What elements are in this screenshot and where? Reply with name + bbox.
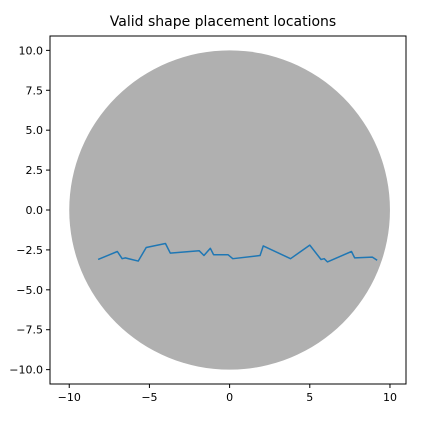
series-line-0: [97, 242, 378, 263]
chart-title: Valid shape placement locations: [110, 14, 336, 30]
axes: −10 −5 0 5 10 10.0 7.5 5.0 2.5 0.0 −2.5 −5.0 −7.5 −10…: [9, 35, 407, 404]
y-tick-label: 2.5: [26, 164, 44, 177]
x-tick-label: −5: [141, 391, 157, 404]
valid-region-circle: [69, 50, 390, 370]
y-tick-label: −5.0: [16, 284, 43, 297]
x-tick-label: 0: [226, 391, 233, 404]
y-tick-label: −10.0: [9, 364, 43, 377]
plot-area: [69, 50, 390, 370]
y-tick-label: −7.5: [16, 324, 43, 337]
x-tick-label: 10: [383, 391, 397, 404]
y-tick-label: 7.5: [26, 84, 44, 97]
y-tick-label: 10.0: [19, 44, 44, 57]
x-tick-label: −10: [58, 391, 81, 404]
x-tick-label: 5: [306, 391, 313, 404]
y-tick-label: −2.5: [16, 244, 43, 257]
y-tick-label: 5.0: [26, 124, 44, 137]
y-tick-label: 0.0: [26, 204, 44, 217]
